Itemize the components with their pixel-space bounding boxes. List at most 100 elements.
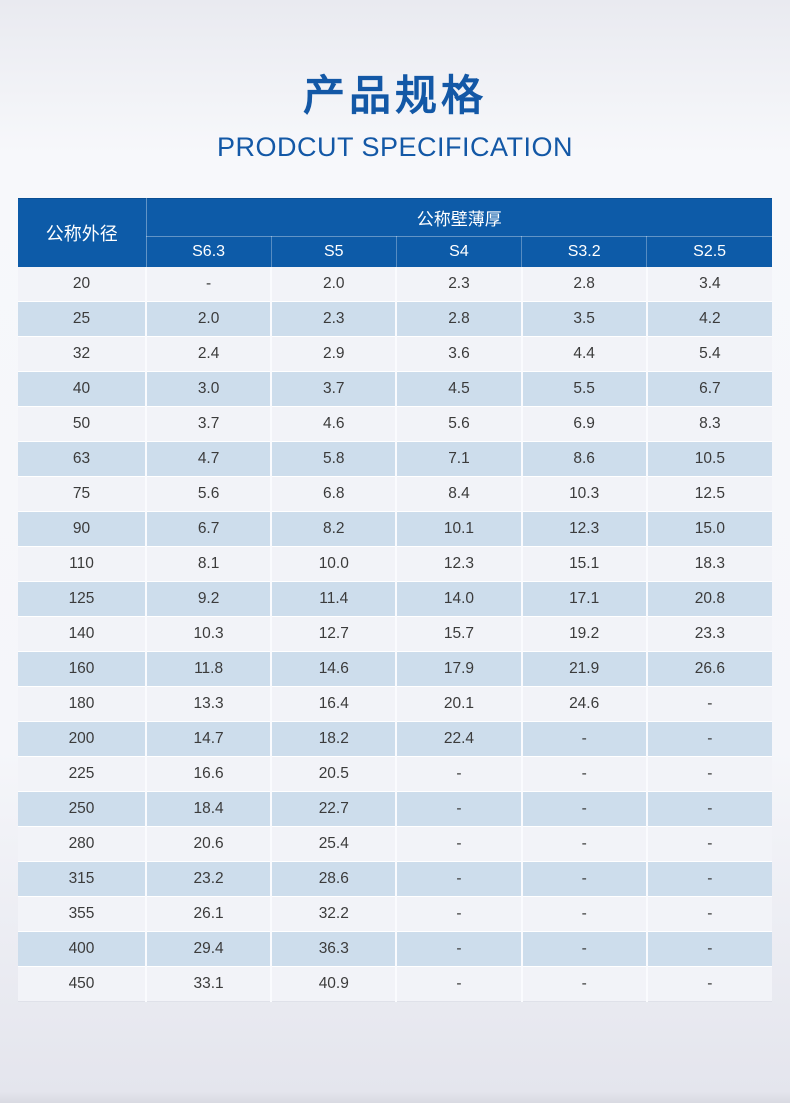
thickness-cell: 12.7: [271, 616, 398, 652]
thickness-cell: -: [521, 721, 648, 757]
thickness-cell: 17.9: [396, 651, 523, 687]
column-header: S2.5: [646, 236, 772, 267]
diameter-cell: 20: [18, 266, 147, 302]
corner-header-cell: 公称外径: [18, 198, 147, 267]
thickness-cell: -: [646, 931, 772, 967]
thickness-cell: 23.3: [646, 616, 772, 652]
diameter-cell: 75: [18, 476, 147, 512]
thickness-cell: 10.3: [146, 616, 273, 652]
thickness-cell: 11.8: [146, 651, 273, 687]
thickness-cell: 5.4: [646, 336, 772, 372]
thickness-cell: 19.2: [521, 616, 648, 652]
diameter-cell: 90: [18, 511, 147, 547]
thickness-cell: -: [396, 791, 523, 827]
thickness-cell: -: [646, 756, 772, 792]
thickness-cell: 6.8: [271, 476, 398, 512]
table-row: 40 3.0 3.7 4.5 5.5 6.7: [18, 371, 772, 407]
diameter-cell: 140: [18, 616, 147, 652]
thickness-cell: 15.0: [646, 511, 772, 547]
thickness-cell: 8.1: [146, 546, 273, 582]
thickness-cell: 7.1: [396, 441, 523, 477]
page-header: 产品规格 PRODCUT SPECIFICATION: [0, 0, 790, 162]
diameter-cell: 180: [18, 686, 147, 722]
diameter-cell: 250: [18, 791, 147, 827]
diameter-cell: 200: [18, 721, 147, 757]
thickness-cell: 18.2: [271, 721, 398, 757]
thickness-cell: 15.7: [396, 616, 523, 652]
diameter-cell: 160: [18, 651, 147, 687]
diameter-cell: 25: [18, 301, 147, 337]
thickness-cell: 10.3: [521, 476, 648, 512]
thickness-cell: -: [646, 861, 772, 897]
thickness-cell: 2.9: [271, 336, 398, 372]
thickness-cell: 2.8: [521, 266, 648, 302]
thickness-cell: 4.7: [146, 441, 273, 477]
thickness-cell: 20.5: [271, 756, 398, 792]
table-row: 125 9.2 11.4 14.0 17.1 20.8: [18, 581, 772, 617]
column-header: S3.2: [521, 236, 648, 267]
thickness-cell: 28.6: [271, 861, 398, 897]
thickness-cell: 3.0: [146, 371, 273, 407]
thickness-cell: 32.2: [271, 896, 398, 932]
group-header-cell: 公称壁薄厚: [146, 198, 772, 237]
thickness-cell: -: [521, 931, 648, 967]
thickness-cell: 10.0: [271, 546, 398, 582]
thickness-cell: 11.4: [271, 581, 398, 617]
diameter-cell: 32: [18, 336, 147, 372]
spec-table-container: 公称外径 公称壁薄厚 S6.3 S5 S4 S3.2 S2.5 20-2.0 2.3 2.8…: [18, 198, 772, 1002]
page-title: 产品规格: [302, 72, 487, 119]
table-row: 140 10.3 12.7 15.7 19.2 23.3: [18, 616, 772, 652]
group-header-row: 公称外径 公称壁薄厚: [18, 198, 772, 267]
table-row: 250 18.4 22.7- - -: [18, 791, 772, 827]
diameter-cell: 400: [18, 931, 147, 967]
table-row: 280 20.6 25.4- - -: [18, 826, 772, 862]
thickness-cell: 5.8: [271, 441, 398, 477]
thickness-cell: 9.2: [146, 581, 273, 617]
table-row: 180 13.3 16.4 20.1 24.6-: [18, 686, 772, 722]
thickness-cell: 5.6: [396, 406, 523, 442]
thickness-cell: -: [396, 861, 523, 897]
thickness-cell: 3.5: [521, 301, 648, 337]
thickness-cell: 14.6: [271, 651, 398, 687]
thickness-cell: 18.3: [646, 546, 772, 582]
thickness-cell: 40.9: [271, 966, 398, 1002]
thickness-cell: 3.7: [146, 406, 273, 442]
thickness-cell: 8.4: [396, 476, 523, 512]
diameter-cell: 450: [18, 966, 147, 1002]
thickness-cell: 22.7: [271, 791, 398, 827]
table-row: 32 2.4 2.9 3.6 4.4 5.4: [18, 336, 772, 372]
thickness-cell: 22.4: [396, 721, 523, 757]
thickness-cell: -: [396, 756, 523, 792]
thickness-cell: 18.4: [146, 791, 273, 827]
table-row: 355 26.1 32.2- - -: [18, 896, 772, 932]
thickness-cell: 29.4: [146, 931, 273, 967]
table-row: 400 29.4 36.3- - -: [18, 931, 772, 967]
thickness-cell: -: [521, 791, 648, 827]
thickness-cell: 20.8: [646, 581, 772, 617]
spec-table-body: 20-2.0 2.3 2.8 3.4 25 2.0 2.3 2.8 3.5 4.2 32 2.4 2.9…: [18, 266, 772, 1002]
diameter-cell: 110: [18, 546, 147, 582]
table-row: 160 11.8 14.6 17.9 21.9 26.6: [18, 651, 772, 687]
table-row: 315 23.2 28.6- - -: [18, 861, 772, 897]
thickness-cell: 12.3: [521, 511, 648, 547]
thickness-cell: 8.3: [646, 406, 772, 442]
page-subtitle: PRODCUT SPECIFICATION: [216, 132, 574, 162]
column-header: S6.3: [146, 236, 272, 267]
thickness-cell: 3.4: [646, 266, 772, 302]
thickness-cell: 2.3: [271, 301, 398, 337]
thickness-cell: -: [521, 861, 648, 897]
spec-table-head: 公称外径 公称壁薄厚 S6.3 S5 S4 S3.2 S2.5: [18, 198, 772, 267]
column-header: S4: [396, 236, 523, 267]
thickness-cell: -: [396, 966, 523, 1002]
thickness-cell: -: [646, 686, 772, 722]
thickness-cell: 20.6: [146, 826, 273, 862]
table-row: 75 5.6 6.8 8.4 10.3 12.5: [18, 476, 772, 512]
thickness-cell: 2.8: [396, 301, 523, 337]
thickness-cell: 10.1: [396, 511, 523, 547]
column-header: S5: [271, 236, 397, 267]
thickness-cell: 26.6: [646, 651, 772, 687]
thickness-cell: 16.6: [146, 756, 273, 792]
diameter-cell: 40: [18, 371, 147, 407]
thickness-cell: 4.6: [271, 406, 398, 442]
thickness-cell: -: [396, 826, 523, 862]
